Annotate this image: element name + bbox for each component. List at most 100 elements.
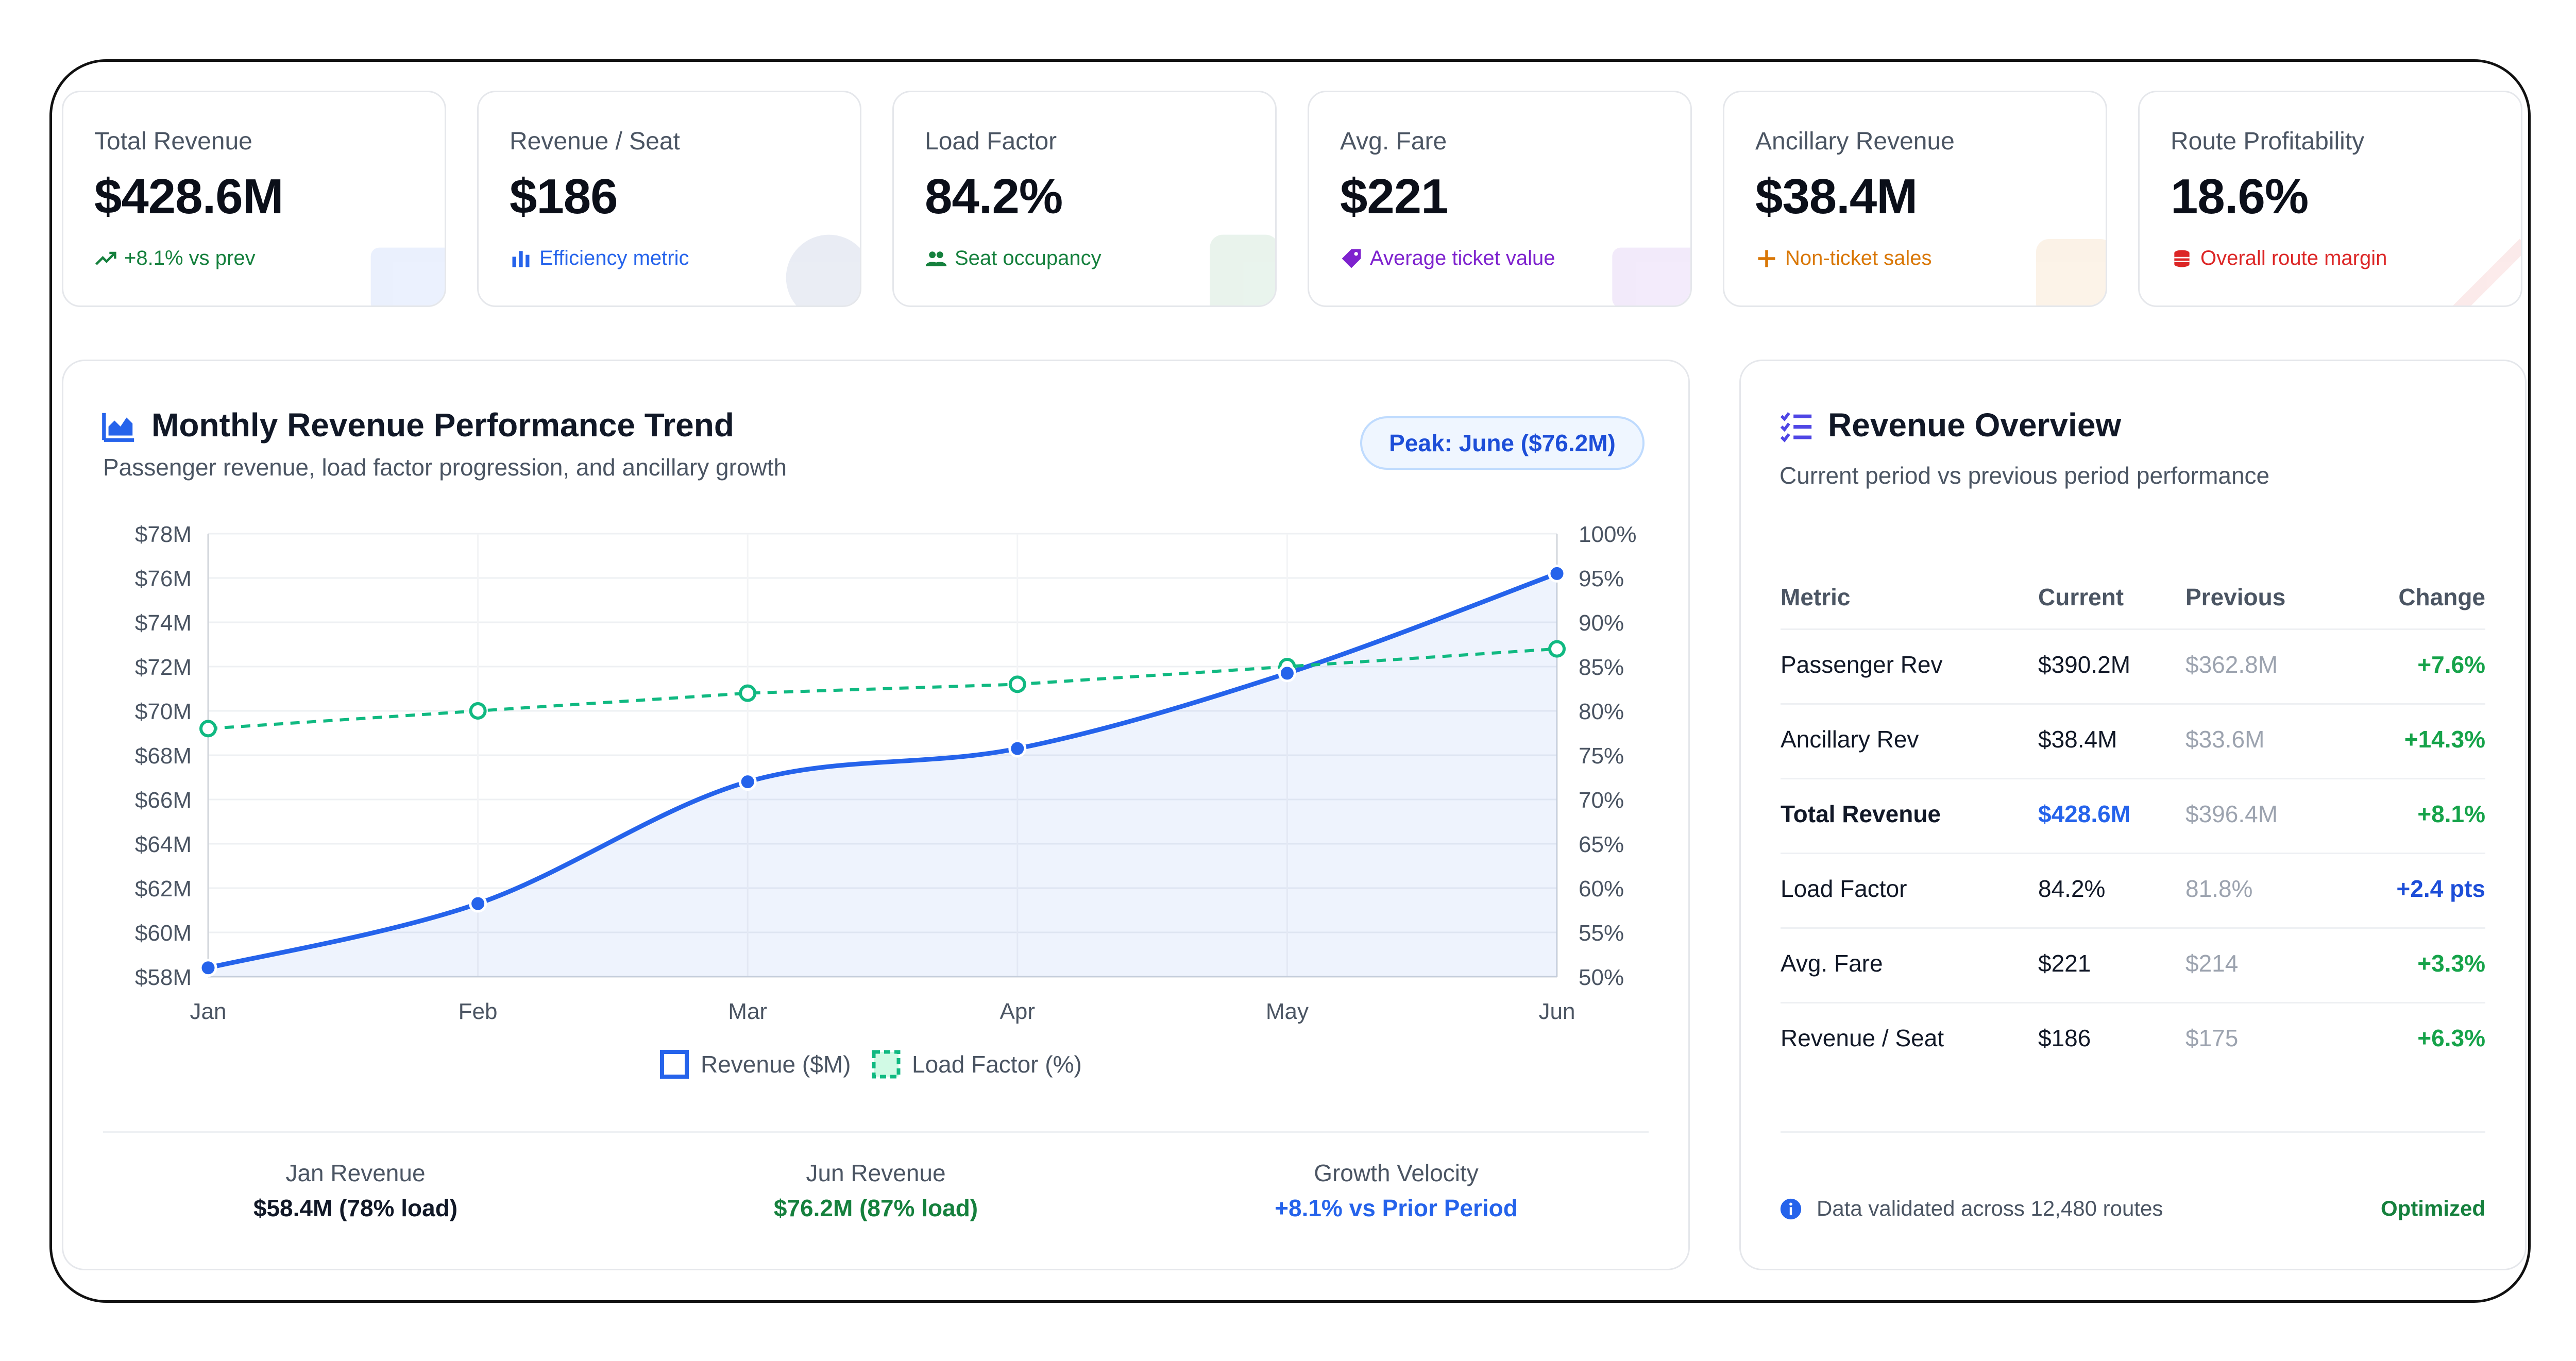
footer-growth-value: +8.1% vs Prior Period: [1275, 1195, 1518, 1221]
kpi-sub-text: +8.1% vs prev: [124, 247, 256, 269]
table-row[interactable]: Revenue / Seat $186 $175 +6.3%: [1781, 1002, 2485, 1078]
cell-current: $38.4M: [2038, 726, 2117, 753]
table-row[interactable]: Ancillary Rev $38.4M $33.6M +14.3%: [1781, 703, 2485, 779]
kpi-value: $428.6M: [94, 169, 284, 224]
tag-icon: [1342, 249, 1361, 268]
kpi-card-load-factor[interactable]: Load Factor 84.2% Seat occupancy: [892, 91, 1277, 307]
kpi-sub-text: Overall route margin: [2200, 247, 2387, 269]
gauge-icon: [786, 234, 860, 305]
coins-icon: [2174, 250, 2190, 267]
legend-load-factor-swatch: [872, 1050, 901, 1079]
cell-previous: $214: [2185, 950, 2239, 977]
y-right-tick-label: 75%: [1579, 743, 1624, 769]
x-tick-label: Feb: [459, 999, 498, 1024]
revenue-point: [1008, 739, 1027, 758]
kpi-label: Revenue / Seat: [510, 128, 680, 155]
trend-panel: [62, 360, 1690, 1270]
x-tick-label: Mar: [728, 999, 767, 1024]
cell-previous: $396.4M: [2185, 801, 2278, 827]
kpi-label: Ancillary Revenue: [1755, 128, 1955, 155]
y-right-tick-label: 95%: [1579, 566, 1624, 591]
cell-change: +6.3%: [2417, 1025, 2485, 1051]
table-row[interactable]: Passenger Rev $390.2M $362.8M +7.6%: [1781, 628, 2485, 705]
y-left-tick-label: $70M: [135, 699, 192, 724]
y-right-tick-label: 70%: [1579, 788, 1624, 813]
load-factor-point: [1548, 640, 1566, 658]
load-factor-point: [199, 720, 217, 738]
kpi-card-avg-fare[interactable]: Avg. Fare $221 Average ticket value: [1308, 91, 1692, 307]
revenue-point: [738, 773, 757, 791]
trend-title: Monthly Revenue Performance Trend: [151, 406, 734, 444]
table-row[interactable]: Load Factor 84.2% 81.8% +2.4 pts: [1781, 853, 2485, 929]
cell-metric: Avg. Fare: [1781, 950, 1883, 977]
x-tick-label: Apr: [1000, 999, 1035, 1024]
cell-change: +14.3%: [2404, 726, 2485, 753]
plus-icon: [1758, 250, 1775, 267]
y-left-tick-label: $72M: [135, 655, 192, 680]
kpi-sub: Average ticket value: [1340, 247, 1555, 270]
x-tick-label: Jan: [190, 999, 227, 1024]
y-left-tick-label: $64M: [135, 832, 192, 857]
kpi-label: Total Revenue: [94, 128, 252, 155]
optimized-status-badge: Optimized: [2380, 1196, 2485, 1220]
legend-revenue-label: Revenue ($M): [701, 1051, 851, 1078]
users-icon: [925, 251, 947, 266]
overview-title: Revenue Overview: [1828, 406, 2122, 444]
kpi-label: Load Factor: [925, 128, 1057, 155]
kpi-card-ancillary-revenue[interactable]: Ancillary Revenue $38.4M Non-ticket sale…: [1723, 91, 2107, 307]
footer-jan-value: $58.4M (78% load): [253, 1195, 458, 1221]
legend-revenue-swatch: [660, 1050, 689, 1079]
cell-previous: $175: [2185, 1025, 2239, 1051]
revenue-line: [206, 571, 1560, 971]
cell-current: 84.2%: [2038, 875, 2106, 902]
kpi-sub: Efficiency metric: [510, 247, 689, 270]
load-factor-line: [208, 647, 1557, 730]
kpi-sub: Non-ticket sales: [1755, 247, 1932, 270]
kpi-value: 18.6%: [2171, 169, 2309, 224]
cell-current: $428.6M: [2038, 801, 2131, 827]
cell-previous: 81.8%: [2185, 875, 2253, 902]
col-header-current: Current: [2038, 584, 2124, 610]
table-row-total[interactable]: Total Revenue $428.6M $396.4M +8.1%: [1781, 778, 2485, 854]
cell-change: +8.1%: [2417, 801, 2485, 827]
x-tick-label: May: [1266, 999, 1309, 1024]
y-right-tick-label: 55%: [1579, 921, 1624, 946]
cell-change: +3.3%: [2417, 950, 2485, 977]
y-left-tick-label: $60M: [135, 921, 192, 946]
footer-jan-label: Jan Revenue: [285, 1160, 426, 1186]
y-left-tick-label: $78M: [135, 522, 192, 547]
peak-badge[interactable]: Peak: June ($76.2M): [1360, 416, 1645, 470]
cell-metric: Total Revenue: [1781, 801, 1941, 827]
revenue-point: [199, 959, 217, 977]
kpi-sub: Overall route margin: [2171, 247, 2387, 270]
trending-up-icon: [95, 251, 116, 265]
kpi-label: Route Profitability: [2171, 128, 2365, 155]
col-header-previous: Previous: [2185, 584, 2286, 610]
footer-growth-label: Growth Velocity: [1314, 1160, 1479, 1186]
kpi-card-revenue-seat[interactable]: Revenue / Seat $186 Efficiency metric: [477, 91, 861, 307]
kpi-sub: Seat occupancy: [925, 247, 1101, 270]
trend-footer-divider: [103, 1131, 1649, 1133]
revenue-point: [469, 894, 487, 913]
kpi-value: $186: [510, 169, 618, 224]
cell-metric: Revenue / Seat: [1781, 1025, 1944, 1051]
y-right-tick-label: 100%: [1579, 522, 1637, 547]
footer-jun-label: Jun Revenue: [806, 1160, 946, 1186]
bar-chart-icon: [512, 250, 530, 267]
revenue-area: [208, 573, 1557, 977]
y-right-tick-label: 60%: [1579, 876, 1624, 901]
kpi-card-total-revenue[interactable]: Total Revenue $428.6M +8.1% vs prev: [62, 91, 446, 307]
wallet-icon: [370, 247, 445, 305]
x-tick-label: Jun: [1539, 999, 1575, 1024]
table-row[interactable]: Avg. Fare $221 $214 +3.3%: [1781, 927, 2485, 1003]
cell-metric: Ancillary Rev: [1781, 726, 1919, 753]
overview-subtitle: Current period vs previous period perfor…: [1780, 462, 2270, 489]
cell-current: $390.2M: [2038, 651, 2131, 678]
seat-icon: [1210, 234, 1275, 305]
y-left-tick-label: $58M: [135, 965, 192, 990]
kpi-card-route-profitability[interactable]: Route Profitability 18.6% Overall route …: [2138, 91, 2522, 307]
puzzle-icon: [2036, 239, 2106, 305]
kpi-sub-text: Non-ticket sales: [1785, 247, 1932, 269]
kpi-sub-text: Efficiency metric: [539, 247, 689, 269]
y-right-tick-label: 65%: [1579, 832, 1624, 857]
